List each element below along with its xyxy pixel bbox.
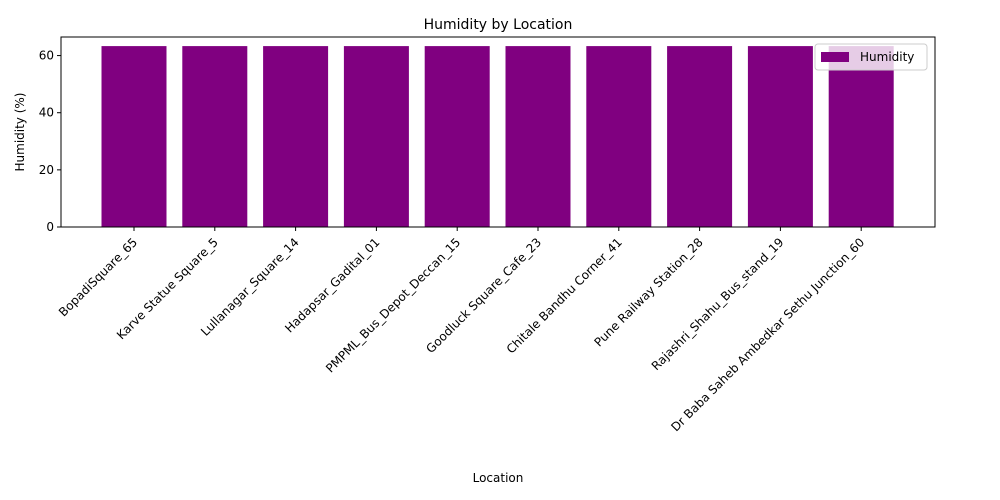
bar [343, 46, 409, 227]
legend: Humidity [814, 43, 928, 71]
x-tick-label: PMPML_Bus_Depot_Deccan_15 [323, 235, 463, 375]
y-axis-label: Humidity (%) [13, 93, 27, 172]
y-tick-label: 60 [39, 49, 54, 63]
y-tick-label: 40 [39, 106, 54, 120]
y-axis-ticks: 0 20 40 60 [39, 49, 61, 234]
bar [667, 46, 733, 227]
x-tick-label: BopadiSquare_65 [56, 235, 140, 319]
y-tick-label: 0 [46, 220, 54, 234]
legend-label: Humidity [860, 50, 914, 64]
x-tick-label: Rajashri_Shahu_Bus_stand_19 [649, 235, 787, 373]
y-tick-label: 20 [39, 163, 54, 177]
x-axis-label: Location [473, 471, 524, 485]
bar [182, 46, 248, 227]
legend-swatch [821, 52, 849, 62]
bar [747, 46, 813, 227]
legend-frame [814, 43, 928, 71]
x-tick-label: Dr Baba Saheb Ambedkar Sethu Junction_60 [668, 235, 867, 434]
plot-frame [60, 36, 936, 228]
bar [424, 46, 490, 227]
bar [505, 46, 571, 227]
bar [586, 46, 652, 227]
chart-title: Humidity by Location [424, 17, 573, 33]
bars-group [101, 46, 894, 227]
bar [101, 46, 167, 227]
bar [263, 46, 329, 227]
bar [828, 46, 894, 227]
